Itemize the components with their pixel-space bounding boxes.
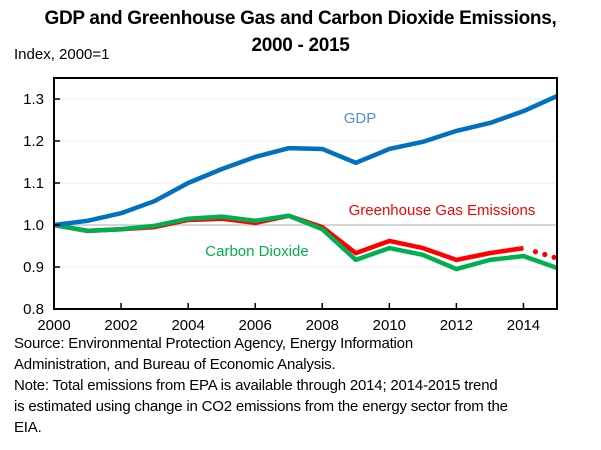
chart-notes: Source: Environmental Protection Agency,… [14,333,599,438]
x-tick-label: 2000 [37,317,70,334]
y-tick-label: 1.3 [23,91,44,108]
series-estimate-dot [551,254,557,260]
x-tick-label: 2004 [171,317,204,334]
series-estimate-dot [542,251,548,258]
series-line-gdp [53,94,558,228]
y-tick-label: 1.1 [23,175,44,192]
y-tick-label: 1.2 [23,133,44,150]
note-line-2: is estimated using change in CO2 emissio… [14,398,508,415]
series-annotation-greenhouse-gas-emissions: Greenhouse Gas Emissions [349,202,536,219]
x-tick-label: 2010 [373,317,406,334]
plot-frame [53,77,558,310]
series-line-carbon-dioxide [53,213,558,272]
y-tick-label: 1.0 [23,217,44,234]
y-tick-label: 0.9 [23,259,44,276]
y-tick-label: 0.8 [23,301,44,318]
series-annotation-gdp: GDP [344,110,377,127]
source-line-2: Administration, and Bureau of Economic A… [14,356,336,373]
chart-title-line2: 2000 - 2015 [251,35,350,56]
x-tick-label: 2006 [239,317,272,334]
x-tick-label: 2008 [306,317,339,334]
source-line-1: Source: Environmental Protection Agency,… [14,335,413,352]
note-line-3: EIA. [14,419,42,436]
x-tick-label: 2002 [104,317,137,334]
x-tick-label: 2012 [440,317,473,334]
series-annotation-carbon-dioxide: Carbon Dioxide [205,243,308,260]
chart-title: GDP and Greenhouse Gas and Carbon Dioxid… [44,8,557,29]
x-tick-label: 2014 [507,317,540,334]
series-estimate-dot [532,249,539,255]
note-line-1: Note: Total emissions from EPA is availa… [14,377,498,394]
y-axis-label: Index, 2000=1 [14,46,110,63]
